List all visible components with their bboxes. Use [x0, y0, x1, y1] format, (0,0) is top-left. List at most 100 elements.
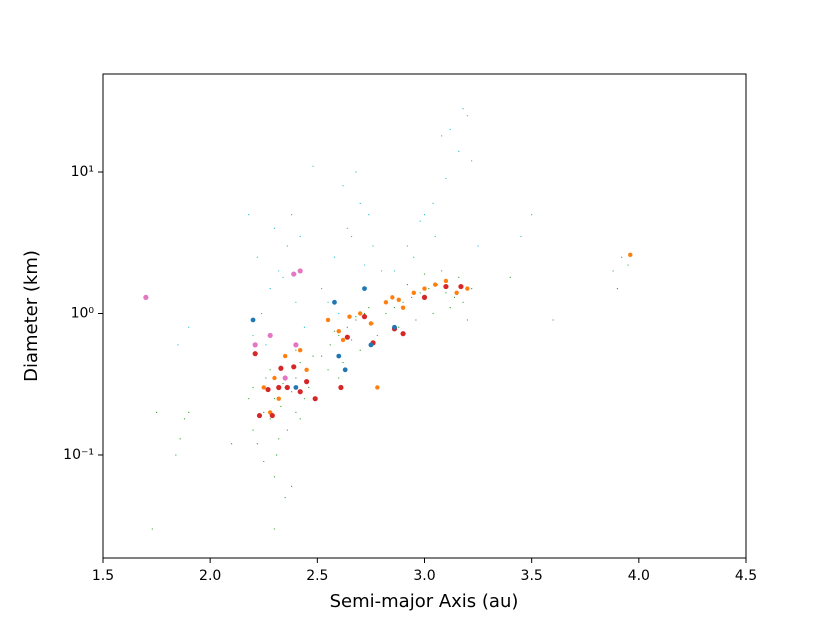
point [413, 256, 415, 258]
point [458, 283, 464, 290]
point [422, 286, 427, 291]
x-tick-label: 3.0 [413, 568, 435, 584]
point [531, 214, 533, 216]
point [361, 314, 368, 320]
point [278, 270, 280, 272]
point [299, 361, 301, 364]
point [303, 326, 306, 328]
plot-frame [102, 73, 747, 559]
point [265, 377, 267, 379]
point [284, 496, 286, 499]
point [273, 528, 276, 530]
point [368, 342, 374, 348]
point [269, 412, 275, 419]
point [252, 351, 258, 357]
point [443, 278, 449, 284]
point [351, 339, 353, 341]
point [188, 411, 190, 413]
point [295, 301, 297, 303]
point [299, 235, 301, 238]
point [385, 312, 387, 315]
point [256, 256, 258, 258]
point [295, 377, 297, 379]
point [338, 334, 340, 337]
point [375, 385, 380, 390]
point [280, 405, 282, 408]
point [466, 115, 468, 117]
point [250, 317, 256, 323]
point [449, 128, 451, 131]
point [381, 270, 383, 272]
x-tick-label: 2.5 [306, 568, 328, 584]
point [303, 398, 306, 400]
point [428, 287, 430, 290]
point [329, 344, 331, 346]
point [465, 286, 470, 291]
point [346, 326, 348, 328]
point [155, 411, 158, 413]
point [347, 314, 352, 319]
point [276, 454, 278, 456]
point [383, 300, 389, 305]
point [471, 287, 473, 290]
point [406, 284, 408, 286]
x-tick-label: 2.0 [199, 568, 221, 584]
point [286, 245, 288, 247]
point [312, 165, 314, 167]
point [263, 411, 265, 413]
point [332, 299, 337, 305]
point [462, 108, 464, 110]
point [441, 270, 443, 272]
point [392, 324, 397, 330]
point [177, 344, 179, 346]
point [509, 276, 511, 278]
point [400, 305, 406, 310]
point [327, 301, 329, 303]
point [267, 332, 273, 339]
point [445, 177, 447, 180]
point [396, 297, 401, 302]
point [295, 411, 297, 413]
point [616, 287, 619, 290]
point [466, 319, 468, 321]
point [304, 379, 310, 385]
point [358, 311, 363, 316]
point [256, 443, 258, 445]
point [248, 398, 250, 400]
point [351, 235, 353, 238]
point [411, 296, 413, 298]
point [390, 295, 395, 300]
point [291, 271, 297, 277]
point [269, 369, 271, 371]
point [284, 384, 290, 391]
point [627, 264, 629, 266]
x-tick-label: 1.5 [92, 568, 114, 584]
point [291, 391, 293, 393]
point [368, 307, 370, 309]
point [291, 485, 293, 487]
point [297, 389, 303, 395]
point [312, 396, 318, 402]
point [261, 385, 266, 390]
point [252, 342, 258, 348]
point [278, 438, 280, 440]
point [520, 235, 522, 238]
point [265, 344, 267, 346]
point [183, 418, 186, 420]
point [333, 330, 336, 332]
y-axis-label: Diameter (km) [21, 250, 42, 382]
point [434, 235, 436, 238]
point [276, 396, 281, 401]
point [265, 386, 271, 393]
point [175, 454, 177, 456]
point [443, 283, 449, 290]
point [338, 312, 340, 315]
point [282, 382, 284, 385]
point [321, 287, 323, 290]
point [338, 377, 340, 379]
point [393, 270, 396, 272]
point [282, 353, 288, 359]
point [282, 375, 288, 381]
x-tick-label: 3.5 [521, 568, 543, 584]
point [252, 386, 254, 389]
